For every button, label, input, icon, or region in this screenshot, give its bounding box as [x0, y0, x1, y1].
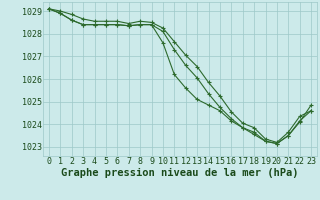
X-axis label: Graphe pression niveau de la mer (hPa): Graphe pression niveau de la mer (hPa) — [61, 168, 299, 178]
